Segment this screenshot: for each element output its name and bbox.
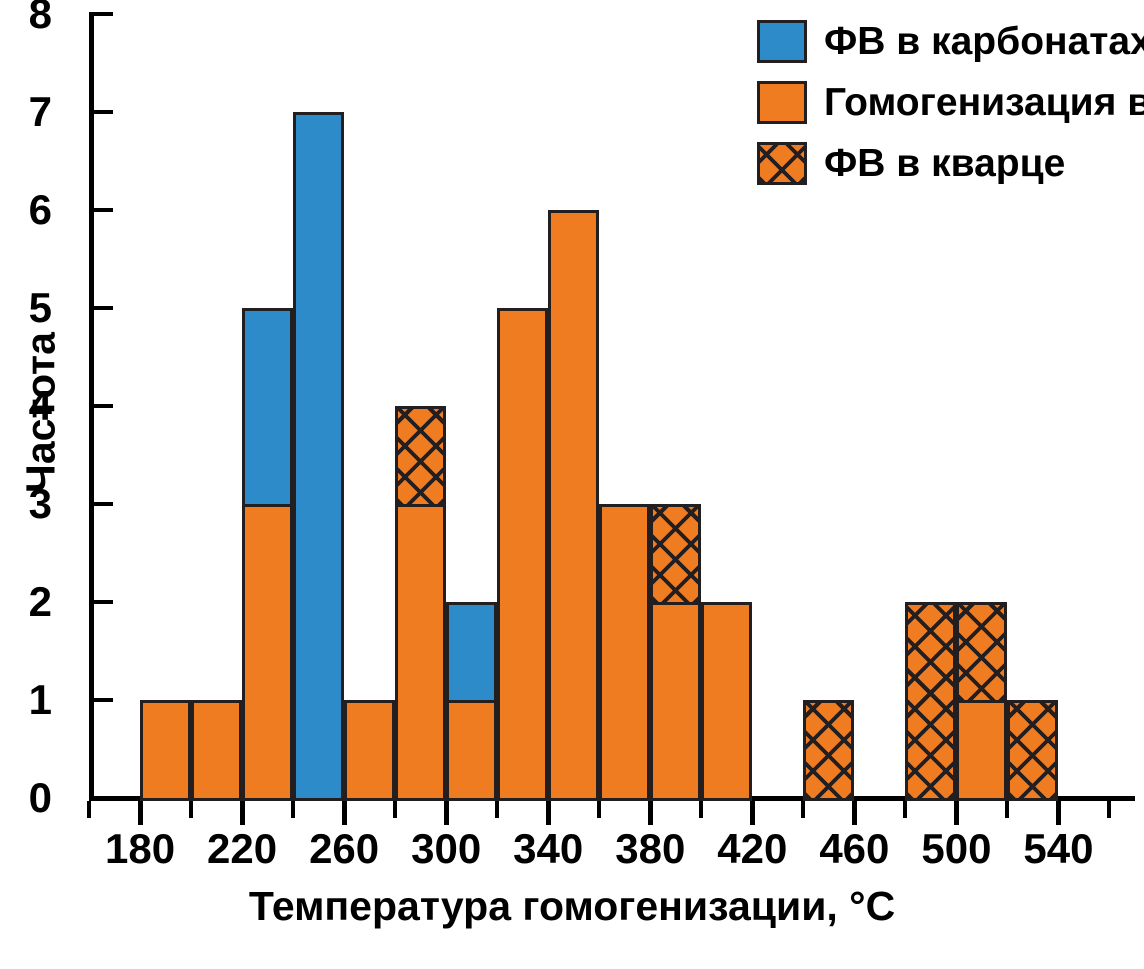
bar-segment — [803, 700, 855, 801]
x-tick-label: 220 — [207, 825, 278, 872]
bar-segment — [1007, 700, 1059, 801]
x-tick-label: 540 — [1023, 825, 1094, 872]
bar-segment — [956, 602, 1008, 703]
bar-segment — [395, 504, 447, 801]
bar-segment — [395, 406, 447, 507]
x-tick-minor — [393, 801, 398, 818]
x-tick-minor — [903, 801, 908, 818]
bar-segment — [650, 504, 702, 605]
x-tick-label: 420 — [717, 825, 788, 872]
bar-segment — [446, 602, 498, 703]
bar-segment — [140, 700, 192, 801]
bar-segment — [242, 308, 294, 507]
legend-item[interactable]: Гомогенизация в газ — [757, 75, 1144, 129]
x-tick-major — [444, 801, 450, 825]
y-tick — [94, 796, 113, 800]
y-tick — [94, 12, 113, 16]
x-tick-minor — [291, 801, 296, 818]
y-tick-label: 2 — [28, 578, 52, 625]
bar-segment — [191, 700, 243, 801]
y-tick — [94, 110, 113, 114]
x-tick-label: 460 — [819, 825, 890, 872]
legend-swatch-icon — [757, 19, 807, 63]
legend-item[interactable]: ФВ в кварце — [757, 136, 1144, 190]
bar-segment — [650, 602, 702, 801]
bar-segment — [548, 210, 600, 801]
y-tick-label: 4 — [28, 382, 52, 429]
y-tick — [94, 502, 113, 506]
x-tick-major — [342, 801, 348, 825]
x-tick-minor — [87, 801, 91, 818]
y-tick — [94, 404, 113, 408]
bar-segment — [701, 602, 753, 801]
bar-segment — [497, 308, 549, 801]
y-tick-label: 6 — [28, 186, 52, 233]
x-tick-label: 500 — [921, 825, 992, 872]
x-tick-major — [954, 801, 960, 825]
x-tick-label: 340 — [513, 825, 584, 872]
y-tick — [94, 698, 113, 702]
y-tick-label: 3 — [28, 480, 52, 527]
legend-item-label: ФВ в кварце — [824, 141, 1066, 185]
x-tick-minor — [189, 801, 194, 818]
y-tick — [94, 306, 113, 310]
y-axis-line — [89, 12, 94, 800]
x-tick-minor — [801, 801, 806, 818]
y-tick — [94, 208, 113, 212]
bar-segment — [344, 700, 396, 801]
x-tick-minor — [1005, 801, 1010, 818]
x-tick-label: 180 — [104, 825, 176, 872]
y-tick-label: 7 — [28, 88, 52, 135]
y-tick-label: 8 — [28, 0, 52, 37]
legend-item-label: ФВ в карбонатах — [824, 19, 1144, 63]
x-tick-minor — [699, 801, 704, 818]
x-tick-major — [138, 801, 144, 825]
y-tick-label: 0 — [28, 774, 52, 821]
legend-swatch-icon — [757, 141, 807, 185]
y-tick-label: 5 — [28, 284, 52, 331]
y-tick — [94, 600, 113, 604]
x-tick-minor — [597, 801, 602, 818]
x-tick-major — [546, 801, 552, 825]
bar-segment — [905, 602, 957, 801]
y-axis-title: Частота — [17, 332, 64, 493]
x-tick-label: 260 — [309, 825, 380, 872]
y-tick-label: 1 — [28, 676, 52, 723]
x-tick-minor — [495, 801, 500, 818]
x-tick-minor — [1107, 801, 1112, 818]
bar-segment — [242, 504, 294, 801]
x-tick-label: 300 — [411, 825, 482, 872]
bar-segment — [956, 700, 1008, 801]
legend-item-label: Гомогенизация в газ — [824, 80, 1144, 124]
x-tick-major — [648, 801, 654, 825]
bar-segment — [446, 700, 498, 801]
x-tick-major — [750, 801, 756, 825]
x-tick-major — [1056, 801, 1062, 825]
bar-segment — [293, 112, 345, 801]
x-tick-major — [240, 801, 246, 825]
x-tick-major — [852, 801, 858, 825]
legend-swatch-icon — [757, 80, 807, 124]
bar-segment — [599, 504, 651, 801]
x-tick-label: 380 — [615, 825, 686, 872]
chart-legend: ФВ в карбонатах Гомогенизация в газ ФВ в к… — [757, 14, 1144, 197]
legend-item[interactable]: ФВ в карбонатах — [757, 14, 1144, 68]
x-axis-title: Температура гомогенизации, °C — [248, 883, 896, 929]
